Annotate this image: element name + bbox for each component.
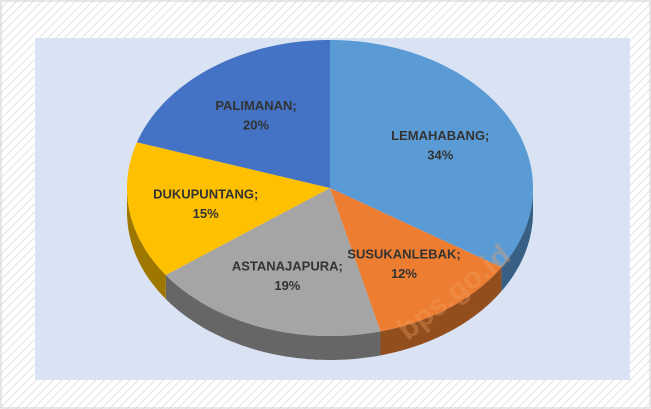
slice-side	[127, 188, 166, 299]
value-label: 15%	[193, 206, 219, 221]
value-label: 34%	[427, 147, 453, 162]
data-label: SUSUKANLEBAK; 12%	[347, 246, 460, 281]
category-label: LEMAHABANG;	[391, 128, 489, 143]
data-label: LEMAHABANG; 34%	[391, 128, 489, 163]
slice	[165, 188, 381, 336]
slice-side	[380, 267, 502, 356]
data-label: DUKUPUNTANG; 15%	[153, 186, 258, 221]
value-label: 12%	[391, 266, 417, 281]
pie-tops	[127, 40, 533, 336]
category-label: ASTANAJAPURA;	[232, 258, 343, 273]
category-label: PALIMANAN;	[215, 98, 296, 113]
pie-sides	[127, 188, 533, 360]
category-label: SUSUKANLEBAK;	[347, 246, 460, 261]
data-label: ASTANAJAPURA; 19%	[232, 258, 343, 293]
value-label: 20%	[243, 117, 269, 132]
slice	[136, 40, 330, 188]
slice-side	[501, 188, 533, 292]
data-label: PALIMANAN; 20%	[215, 98, 296, 133]
category-label: DUKUPUNTANG;	[153, 186, 258, 201]
slice	[330, 40, 533, 268]
slice	[330, 188, 502, 332]
slice-side	[165, 275, 381, 360]
value-label: 19%	[274, 278, 300, 293]
slice	[127, 142, 330, 275]
data-labels: LEMAHABANG; 34% SUSUKANLEBAK; 12% ASTANAJAPU…	[153, 98, 489, 293]
